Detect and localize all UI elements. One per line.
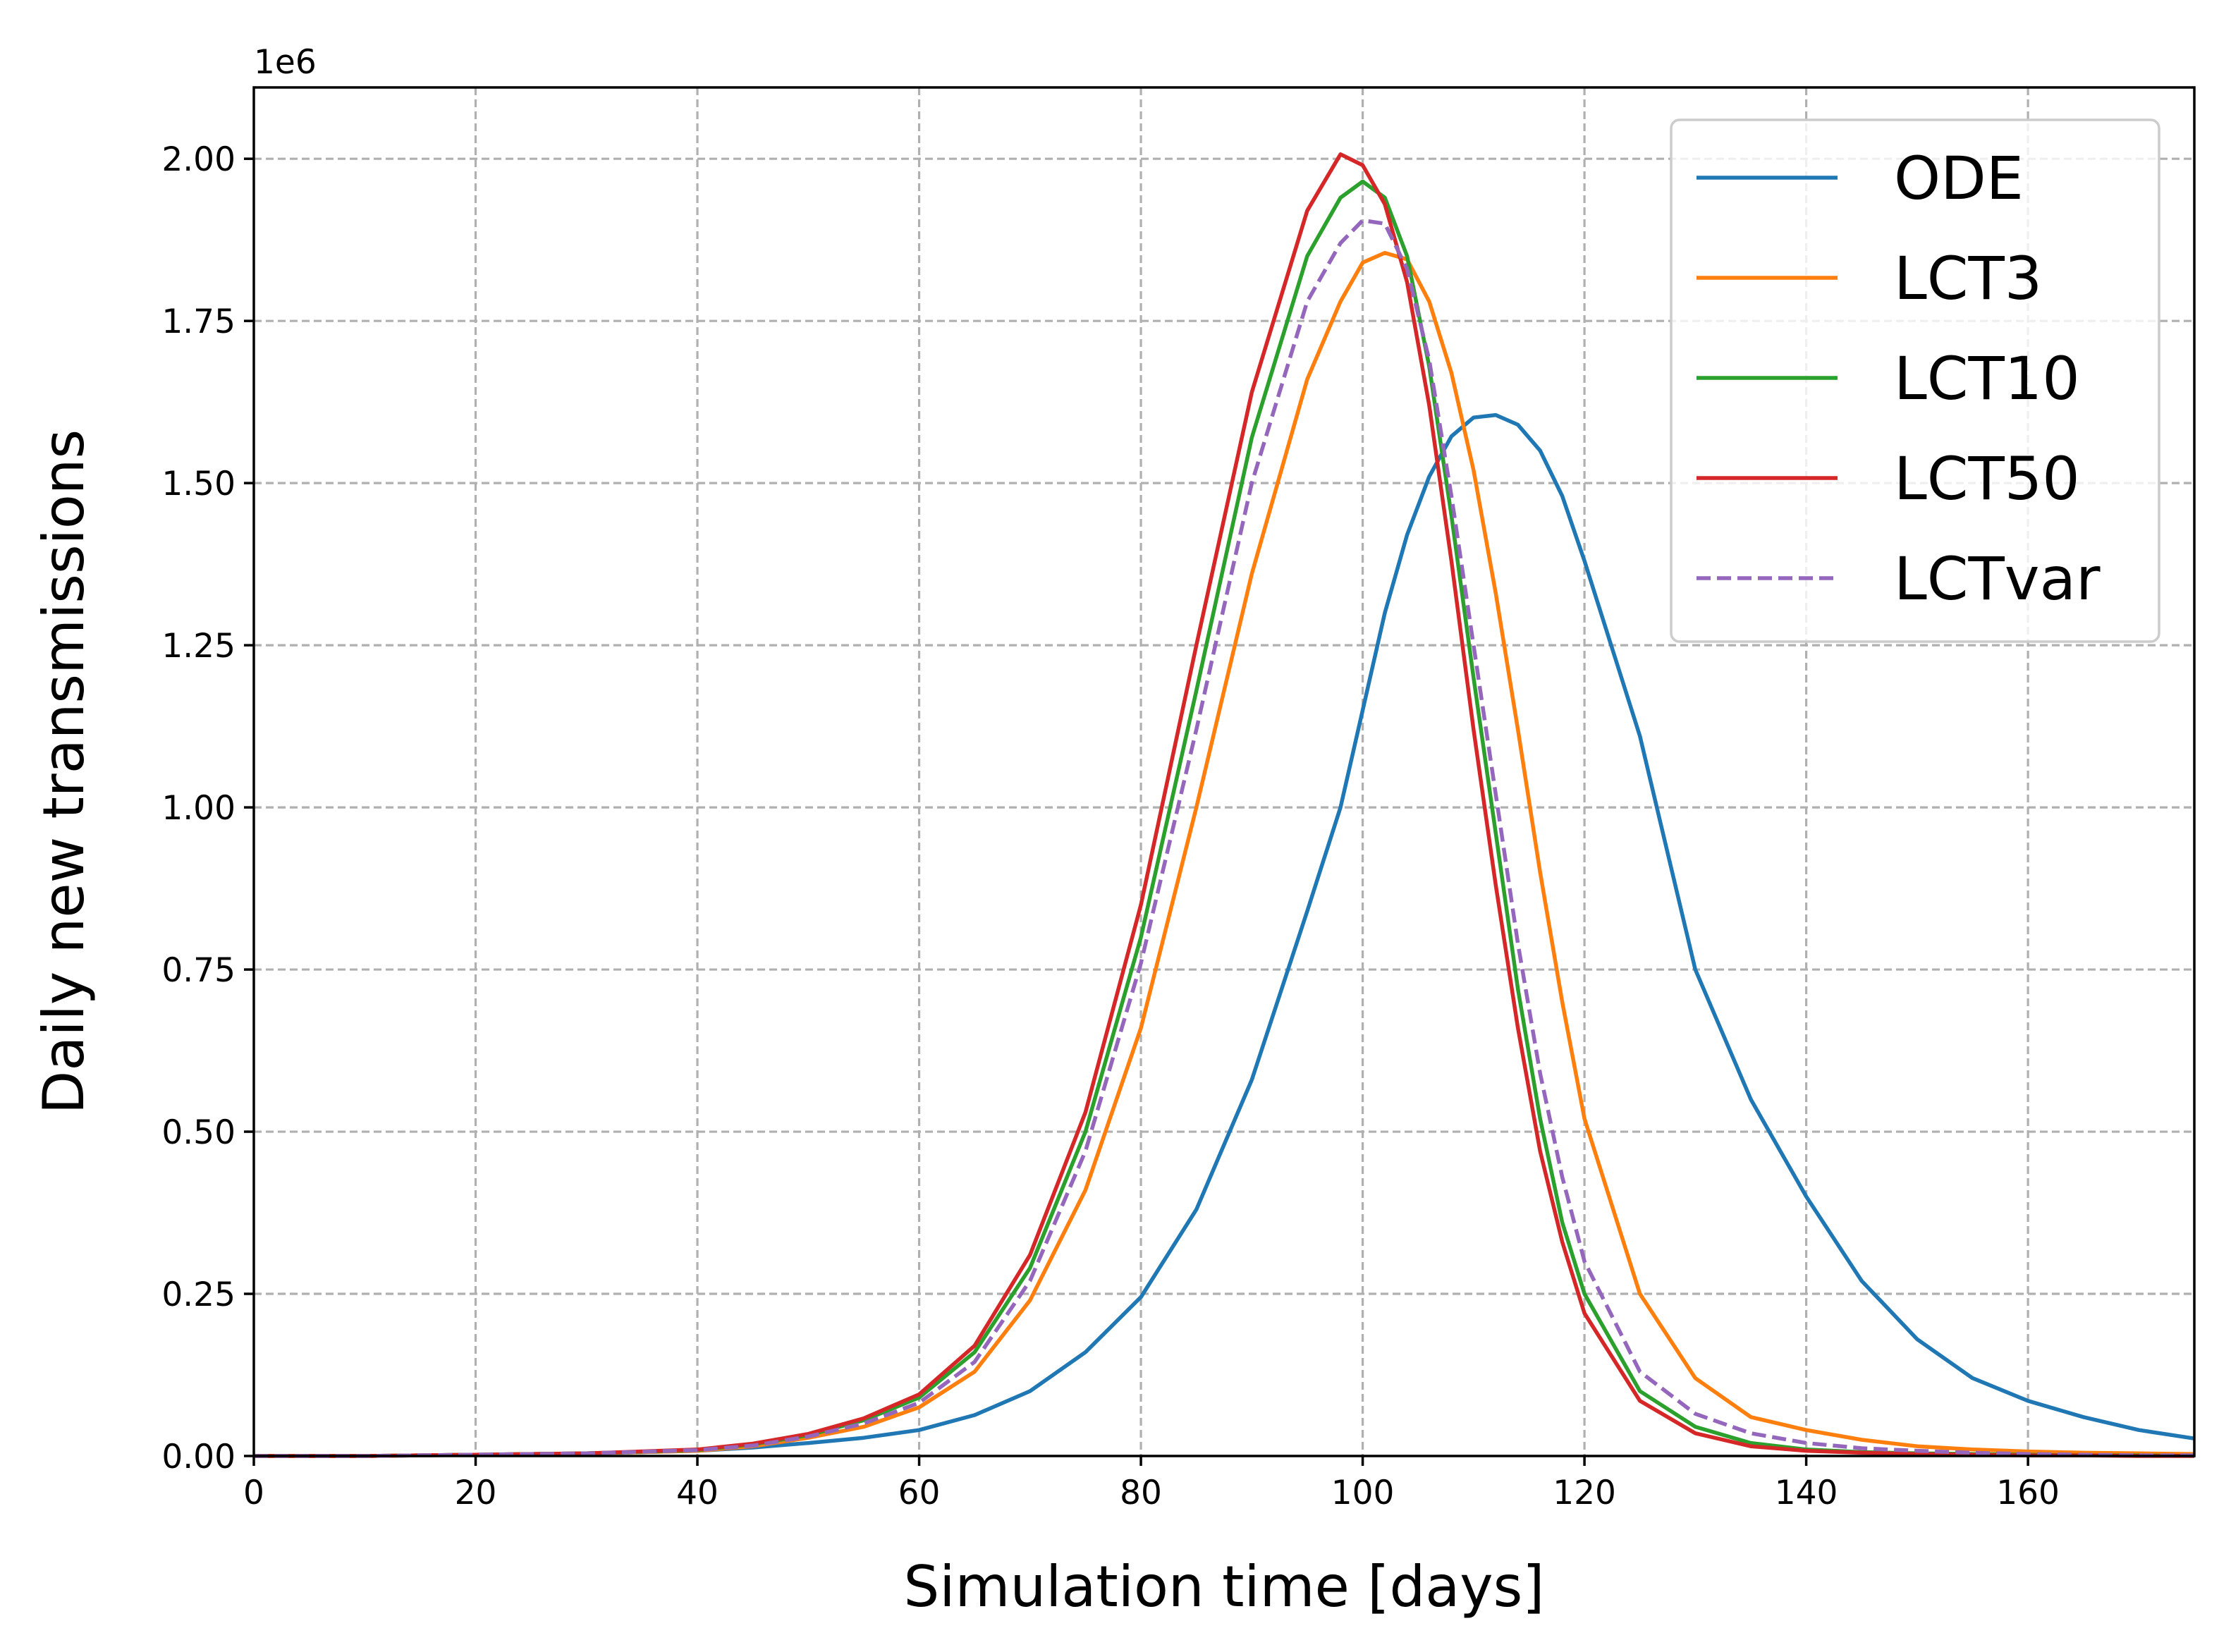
y-tick-label: 0.50 [161, 1113, 236, 1152]
x-tick-label: 100 [1331, 1474, 1395, 1512]
y-tick-label: 1.75 [161, 302, 236, 341]
y-tick-label: 2.00 [161, 140, 236, 179]
series-line-lctvar [254, 218, 2194, 1458]
x-axis: 0 20 40 60 80 100 120 140 160 [243, 1456, 2060, 1512]
y-tick-label: 0.25 [161, 1275, 236, 1314]
x-tick-label: 0 [243, 1474, 264, 1512]
y-tick-label: 0.75 [161, 951, 236, 990]
legend-label-lctvar: LCTvar [1894, 544, 2101, 613]
x-tick-label: 40 [676, 1474, 719, 1512]
y-axis-title: Daily new transmissions [31, 429, 97, 1114]
x-tick-label: 120 [1553, 1474, 1616, 1512]
legend-label-lct3: LCT3 [1894, 244, 2042, 313]
x-tick-label: 80 [1120, 1474, 1162, 1512]
plot-frame [252, 86, 2196, 1457]
y-axis-offset-label: 1e6 [254, 43, 317, 82]
x-tick-label: 20 [455, 1474, 497, 1512]
x-axis-title: Simulation time [days] [904, 1554, 1545, 1620]
y-tick-label: 1.50 [161, 465, 236, 503]
series-line-lct50 [254, 152, 2194, 1458]
x-tick-label: 60 [898, 1474, 941, 1512]
legend-label-ode: ODE [1894, 144, 2024, 213]
legend-label-lct10: LCT10 [1894, 344, 2080, 413]
y-axis: 0.00 0.25 0.50 0.75 1.00 1.25 1.50 1.75 2.00 [161, 140, 254, 1476]
series-layer [254, 152, 2195, 1458]
series-line-ode [254, 412, 2195, 1458]
y-tick-label: 1.25 [161, 627, 236, 666]
x-tick-label: 160 [1996, 1474, 2060, 1512]
x-tick-label: 140 [1775, 1474, 1838, 1512]
legend-box [1670, 118, 2160, 643]
y-tick-label: 1.00 [161, 789, 236, 828]
y-tick-label: 0.00 [161, 1438, 236, 1476]
legend: ODE LCT3 LCT10 LCT50 LCTvar [1670, 118, 2160, 643]
legend-label-lct50: LCT50 [1894, 444, 2080, 513]
